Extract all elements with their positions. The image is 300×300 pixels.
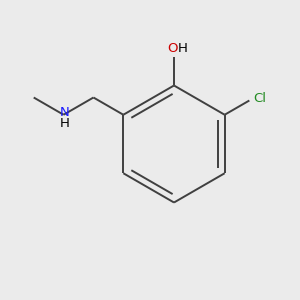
Text: H: H: [178, 42, 187, 55]
Text: H: H: [60, 117, 70, 130]
Text: Cl: Cl: [253, 92, 266, 106]
Text: O: O: [167, 42, 178, 55]
Text: N: N: [60, 106, 70, 119]
